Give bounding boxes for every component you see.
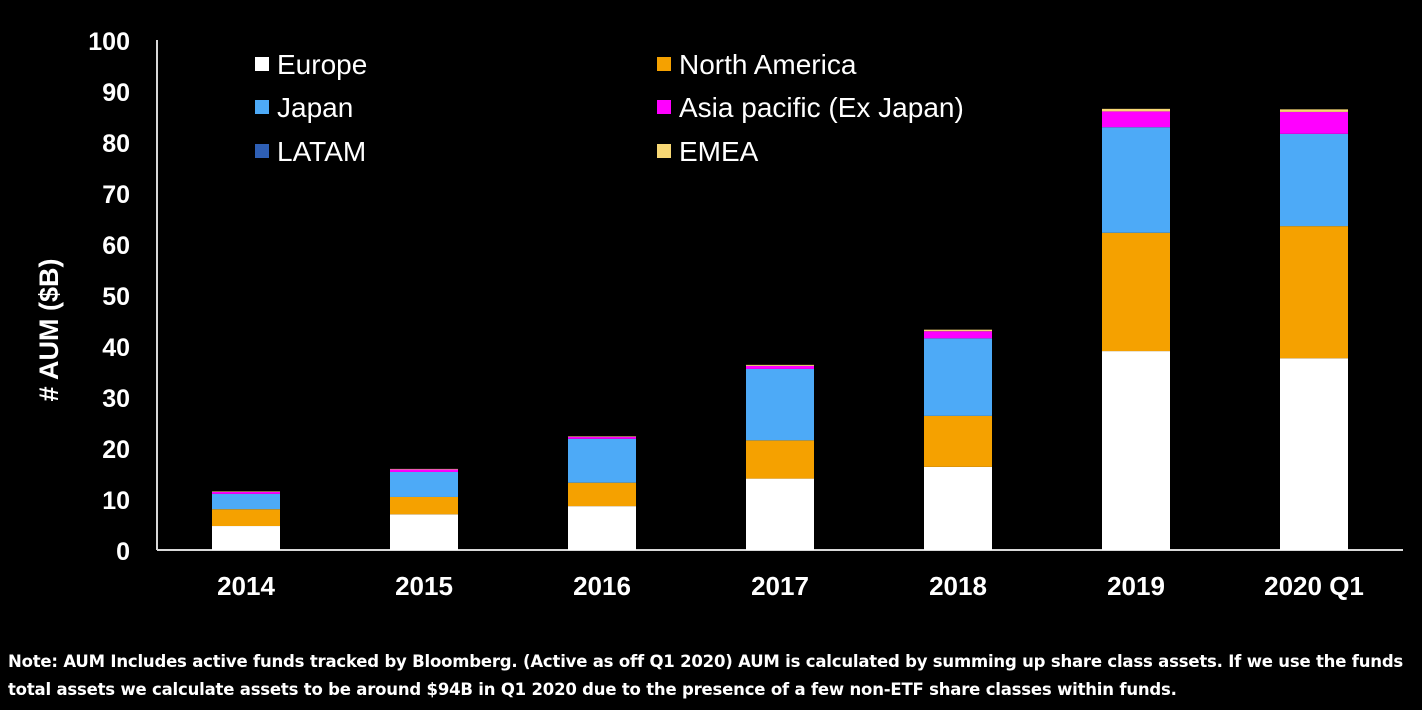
bar-segment xyxy=(390,514,458,550)
x-tick-label: 2015 xyxy=(395,571,453,601)
legend-swatch xyxy=(657,100,671,114)
bar-segment xyxy=(568,436,636,439)
y-tick-labels: 0 10 20 30 40 50 60 70 80 90 100 xyxy=(88,28,130,566)
legend-item: Japan xyxy=(255,92,353,123)
y-tick-label: 80 xyxy=(102,130,130,158)
bar-segment xyxy=(568,436,636,437)
bar-segment xyxy=(924,331,992,339)
bar-stack xyxy=(212,491,280,550)
bar-segment xyxy=(924,466,992,550)
bar-stack xyxy=(924,329,992,550)
bar-segment xyxy=(1280,109,1348,112)
bar-segment xyxy=(568,438,636,483)
x-tick-label: 2014 xyxy=(217,571,275,601)
legend-swatch xyxy=(255,144,269,158)
bar-segment xyxy=(390,496,458,515)
legend-swatch xyxy=(255,57,269,71)
x-tick-label: 2019 xyxy=(1107,571,1165,601)
legend-label: Europe xyxy=(277,49,367,80)
bar-segment xyxy=(390,469,458,472)
y-tick-label: 30 xyxy=(102,385,130,413)
bar-stack xyxy=(1102,108,1170,550)
legend-item: EMEA xyxy=(657,136,759,167)
legend-item: LATAM xyxy=(255,136,366,167)
bar-segment xyxy=(746,478,814,550)
bar-stack xyxy=(1280,109,1348,550)
y-tick-label: 40 xyxy=(102,334,130,362)
bar-segment xyxy=(1102,111,1170,128)
bar-segment xyxy=(1102,127,1170,233)
bar-segment xyxy=(212,493,280,510)
y-tick-label: 0 xyxy=(116,538,130,566)
y-axis-title: # AUM ($B) xyxy=(34,258,64,401)
bar-segment xyxy=(924,329,992,332)
bar-segment xyxy=(1280,358,1348,550)
bar-segment xyxy=(568,506,636,550)
bar-segment xyxy=(746,364,814,366)
y-tick-label: 60 xyxy=(102,232,130,260)
bar-segment xyxy=(212,509,280,527)
x-tick-label: 2017 xyxy=(751,571,809,601)
legend-swatch xyxy=(255,100,269,114)
footnote: Note: AUM Includes active funds tracked … xyxy=(8,652,1404,699)
legend-label: LATAM xyxy=(277,136,366,167)
bar-segment xyxy=(1280,133,1348,227)
legend: Europe North America Japan Asia pacific (Ex… xyxy=(255,49,964,167)
legend-label: North America xyxy=(679,49,857,80)
bar-segment xyxy=(1102,232,1170,352)
y-tick-label: 100 xyxy=(88,28,130,56)
bar-segment xyxy=(746,440,814,479)
y-tick-label: 90 xyxy=(102,79,130,107)
legend-label: Asia pacific (Ex Japan) xyxy=(679,92,964,123)
bar-segment xyxy=(924,338,992,416)
x-tick-label: 2020 Q1 xyxy=(1264,571,1364,601)
y-tick-label: 10 xyxy=(102,487,130,515)
bar-segment xyxy=(746,365,814,369)
bars xyxy=(212,108,1348,550)
bar-segment xyxy=(1280,226,1348,359)
legend-item: North America xyxy=(657,49,857,80)
legend-label: Japan xyxy=(277,92,353,123)
legend-item: Europe xyxy=(255,49,367,80)
legend-label: EMEA xyxy=(679,136,759,167)
bar-segment xyxy=(1102,351,1170,550)
y-tick-label: 50 xyxy=(102,283,130,311)
bar-segment xyxy=(212,491,280,492)
x-tick-label: 2018 xyxy=(929,571,987,601)
legend-item: Asia pacific (Ex Japan) xyxy=(657,92,964,123)
y-axis-title-group: # AUM ($B) xyxy=(34,258,64,401)
bar-segment xyxy=(924,415,992,467)
y-tick-label: 20 xyxy=(102,436,130,464)
bar-segment xyxy=(1280,111,1348,134)
bar-segment xyxy=(390,471,458,497)
bar-segment xyxy=(212,491,280,494)
bar-segment xyxy=(1102,108,1170,112)
legend-swatch xyxy=(657,57,671,71)
bar-stack xyxy=(390,468,458,550)
x-tick-label: 2016 xyxy=(573,571,631,601)
bar-stack xyxy=(568,436,636,550)
y-tick-label: 70 xyxy=(102,181,130,209)
legend-swatch xyxy=(657,144,671,158)
bar-segment xyxy=(746,368,814,441)
bar-segment xyxy=(390,468,458,470)
bar-segment xyxy=(568,482,636,507)
x-tick-labels: 2014 2015 2016 2017 2018 2019 2020 Q1 xyxy=(217,571,1364,601)
bar-stack xyxy=(746,364,814,550)
bar-segment xyxy=(212,526,280,550)
